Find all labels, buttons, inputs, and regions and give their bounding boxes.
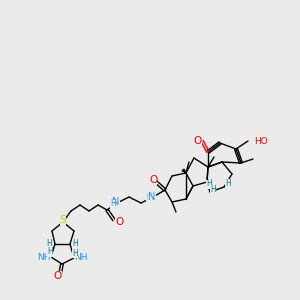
- Text: H: H: [225, 178, 231, 188]
- Text: O: O: [115, 217, 123, 227]
- Text: O: O: [149, 175, 157, 185]
- Text: N: N: [148, 192, 156, 202]
- Text: H: H: [72, 248, 78, 257]
- Text: H: H: [146, 193, 152, 202]
- Text: O: O: [54, 271, 62, 281]
- Text: NH: NH: [37, 253, 51, 262]
- Text: H: H: [110, 200, 116, 208]
- Text: H: H: [72, 238, 78, 247]
- Polygon shape: [182, 169, 186, 173]
- Text: N: N: [112, 197, 120, 207]
- Text: H: H: [47, 248, 53, 256]
- Text: H: H: [206, 179, 212, 188]
- Text: H: H: [210, 184, 216, 194]
- Text: O: O: [194, 136, 202, 146]
- Text: S: S: [60, 215, 66, 225]
- Text: NH: NH: [74, 254, 88, 262]
- Text: HO: HO: [254, 136, 268, 146]
- Text: H: H: [46, 238, 52, 247]
